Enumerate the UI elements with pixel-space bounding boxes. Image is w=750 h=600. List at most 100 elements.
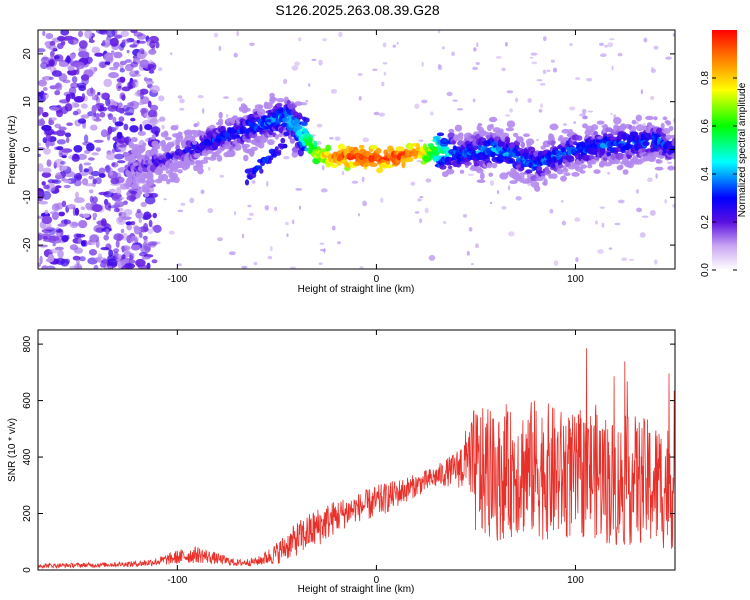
heat-cell [113, 51, 123, 59]
heat-cell [54, 174, 63, 180]
heat-cell [139, 59, 150, 68]
snr-series-line [38, 348, 675, 570]
y-tick-label: -10 [22, 190, 33, 205]
heat-cell [334, 136, 341, 141]
heat-cell [50, 50, 55, 57]
heat-cell [604, 44, 608, 48]
heat-cell [142, 142, 147, 147]
x-tick-label: -100 [167, 274, 187, 285]
heat-cell [78, 40, 88, 49]
heat-cell [93, 264, 99, 269]
heat-cell [52, 242, 56, 247]
heat-cell [149, 40, 156, 49]
heat-cell [289, 266, 296, 269]
heat-cell [139, 123, 143, 133]
heat-cell [51, 179, 62, 185]
heat-cell [561, 200, 564, 203]
heat-cell [120, 30, 129, 37]
heat-cell [276, 98, 285, 103]
heat-cell [607, 171, 611, 175]
heat-cell [601, 222, 605, 228]
heat-cell [456, 108, 464, 111]
heat-cell [527, 98, 532, 103]
snr-frame [37, 329, 676, 571]
heat-cell [640, 89, 644, 95]
heat-cell [579, 113, 586, 117]
heat-cell [129, 44, 138, 48]
heat-cell [116, 160, 126, 164]
heat-cell [76, 257, 80, 266]
heat-cell [121, 245, 125, 253]
heat-cell [149, 85, 160, 94]
heat-cell [296, 112, 303, 120]
heat-cell [144, 196, 156, 205]
heat-cell [121, 265, 130, 269]
heat-cell [322, 38, 328, 42]
heat-cell [320, 188, 328, 193]
heat-cell [119, 68, 126, 73]
heat-cell [109, 37, 119, 47]
heat-cell [223, 96, 229, 99]
heat-cell [562, 123, 567, 126]
heat-cell [75, 191, 79, 199]
y-tick-label: 20 [22, 48, 33, 60]
heat-cell [69, 221, 79, 229]
heat-cell [642, 140, 650, 147]
heat-cell [100, 218, 107, 227]
heat-cell [428, 255, 436, 261]
heat-cell [359, 266, 364, 269]
heat-cell [53, 158, 64, 168]
heat-cell [651, 66, 654, 71]
heat-cell [496, 190, 500, 195]
colorbar-tick-label: 0.8 [700, 71, 711, 85]
heat-cell [606, 151, 612, 157]
heat-cell [609, 38, 615, 41]
heat-cell [119, 63, 124, 70]
heat-cell [267, 255, 273, 260]
heat-cell [108, 72, 119, 79]
heat-cell [509, 180, 518, 185]
heat-cell [665, 56, 672, 60]
heat-cell [173, 176, 180, 184]
heat-cell [113, 248, 120, 253]
heat-cell [184, 129, 193, 135]
heat-cell [97, 253, 102, 261]
heat-cell [569, 43, 573, 47]
heat-cell [91, 152, 99, 156]
heat-cell [233, 52, 238, 58]
heat-cell [598, 42, 605, 46]
heat-cell [479, 172, 485, 180]
heat-cell [107, 125, 113, 135]
heat-cell [549, 208, 554, 214]
heat-cell [72, 207, 77, 217]
heat-cell [414, 103, 420, 109]
heat-cell [501, 67, 506, 72]
heat-cell [63, 184, 71, 189]
colorbar-ticks: 0.0 0.2 0.4 0.6 0.8 [700, 71, 737, 277]
heat-cell [41, 124, 52, 132]
heat-cell [590, 158, 597, 165]
heat-cell [128, 156, 137, 163]
heat-cell [264, 102, 273, 110]
heat-cell [83, 134, 89, 143]
chart-title: S126.2025.263.08.39.G28 [275, 2, 440, 18]
heat-cell [401, 160, 406, 169]
heat-cell [234, 211, 237, 216]
heat-cell [88, 249, 98, 256]
heat-cell [77, 118, 87, 124]
heat-cell [282, 143, 288, 149]
heat-cell [600, 148, 606, 155]
heat-cell [61, 106, 69, 115]
heat-cell [91, 112, 95, 121]
heat-cell [77, 237, 82, 244]
heat-cell [97, 91, 101, 96]
heat-cell [446, 91, 453, 97]
heat-cell [311, 58, 317, 61]
heat-cell [447, 132, 456, 139]
heat-cell [135, 210, 143, 219]
heat-cell [546, 69, 551, 72]
heat-cell [550, 59, 556, 63]
heat-cell [199, 159, 209, 164]
heat-cell [72, 110, 79, 116]
